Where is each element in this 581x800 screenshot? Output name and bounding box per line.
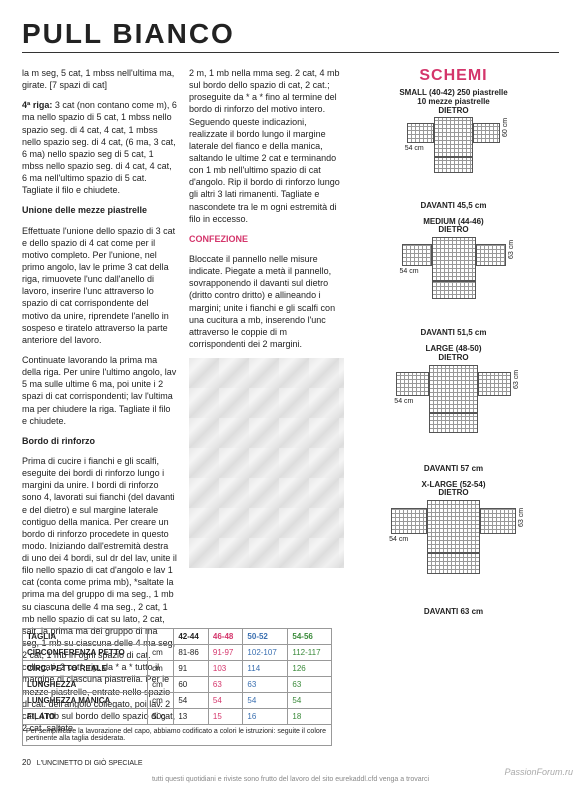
dim-sleeve: 54 cm	[405, 145, 424, 152]
dim-sleeve: 54 cm	[394, 398, 413, 405]
table-cell: cm	[148, 677, 174, 693]
schemi-heading: SCHEMI	[356, 67, 551, 85]
table-cell: CIRCONFERENZA PETTO	[23, 645, 148, 661]
dim-sleeve: 54 cm	[400, 268, 419, 275]
page-footer: 20 L'UNCINETTO DI GIÒ SPECIALE	[22, 758, 559, 767]
table-cell: 102-107	[243, 645, 288, 661]
table-cell: cm	[148, 645, 174, 661]
table-row: FILATO50g13151618	[23, 709, 332, 725]
diagrams-container: SMALL (40-42) 250 piastrelle10 mezze pia…	[356, 85, 551, 616]
diagram-label: SMALL (40-42) 250 piastrelle10 mezze pia…	[399, 89, 507, 115]
subheading: CONFEZIONE	[189, 233, 344, 245]
diagram-davanti: DAVANTI 57 cm	[424, 464, 483, 473]
table-row: LUNGHEZZAcm60636363	[23, 677, 332, 693]
footer-text: L'UNCINETTO DI GIÒ SPECIALE	[37, 760, 143, 767]
table-header-cell: 54-56	[288, 629, 332, 645]
size-table: TAGLIA 42-4446-4850-5254-56 CIRCONFERENZA…	[22, 628, 332, 725]
table-cell: 54	[243, 693, 288, 709]
table-row: CIRCONFERENZA PETTOcm81-8691-97102-10711…	[23, 645, 332, 661]
cross-diagram: 54 cm 63 cm	[371, 500, 536, 604]
table-cell: 114	[243, 661, 288, 677]
table-cell: LUNGHEZZA	[23, 677, 148, 693]
table-body: CIRCONFERENZA PETTOcm81-8691-97102-10711…	[23, 645, 332, 725]
table-cell: 91	[174, 661, 209, 677]
page-title: PULL BIANCO	[22, 18, 559, 53]
subheading: Unione delle mezze piastrelle	[22, 204, 177, 216]
table-cell: 81-86	[174, 645, 209, 661]
diagram-label: MEDIUM (44-46)DIETRO	[423, 218, 483, 236]
diagram-davanti: DAVANTI 45,5 cm	[421, 201, 487, 210]
dim-height: 63 cm	[518, 507, 525, 526]
body-text: Effettuate l'unione dello spazio di 3 ca…	[22, 225, 177, 346]
row-label: 4ª riga:	[22, 100, 52, 110]
cross-diagram: 54 cm 60 cm	[387, 117, 521, 198]
subheading: Bordo di rinforzo	[22, 435, 177, 447]
size-diagram: MEDIUM (44-46)DIETRO 54 cm 63 cm DAVANTI…	[356, 214, 551, 338]
dim-sleeve: 54 cm	[389, 536, 408, 543]
table-cell: 54	[288, 693, 332, 709]
dim-height: 60 cm	[502, 118, 509, 137]
table-cell: 63	[208, 677, 243, 693]
table-header-row: TAGLIA 42-4446-4850-5254-56	[23, 629, 332, 645]
diagram-label: X-LARGE (52-54)DIETRO	[421, 481, 485, 499]
table-cell: 126	[288, 661, 332, 677]
table-header-cell: 42-44	[174, 629, 209, 645]
column-right: SCHEMI SMALL (40-42) 250 piastrelle10 me…	[356, 67, 551, 742]
diagram-label: LARGE (48-50)DIETRO	[425, 345, 481, 363]
page-number: 20	[22, 758, 31, 767]
table-cell: 54	[174, 693, 209, 709]
crochet-sample-image	[189, 358, 344, 568]
table-cell: CIRC. PETTO REALE	[23, 661, 148, 677]
table-cell: 16	[243, 709, 288, 725]
table-cell: 18	[288, 709, 332, 725]
body-text: 3 cat (non contano come m), 6 ma nello s…	[22, 100, 177, 195]
cross-diagram: 54 cm 63 cm	[376, 365, 530, 462]
cross-diagram: 54 cm 63 cm	[382, 237, 526, 326]
body-text: Bloccate il pannello nelle misure indica…	[189, 253, 344, 350]
table-cell: 63	[243, 677, 288, 693]
body-text: 4ª riga: 3 cat (non contano come m), 6 m…	[22, 99, 177, 196]
table-cell: 60	[174, 677, 209, 693]
table-cell: 13	[174, 709, 209, 725]
table-cell: 50g	[148, 709, 174, 725]
table-cell: cm	[148, 661, 174, 677]
table-header-cell	[148, 629, 174, 645]
table-header-cell: 46-48	[208, 629, 243, 645]
dim-height: 63 cm	[513, 370, 520, 389]
table-cell: 91-97	[208, 645, 243, 661]
table-cell: 15	[208, 709, 243, 725]
table-cell: cm	[148, 693, 174, 709]
body-text: Continuate lavorando la prima ma della r…	[22, 354, 177, 427]
table-header-cell: 50-52	[243, 629, 288, 645]
body-text: 2 m, 1 mb nella mma seg. 2 cat, 4 mb sul…	[189, 67, 344, 225]
size-table-container: TAGLIA 42-4446-4850-5254-56 CIRCONFERENZA…	[22, 620, 332, 746]
table-cell: 112-117	[288, 645, 332, 661]
diagram-davanti: DAVANTI 63 cm	[424, 607, 483, 616]
table-header-cell: TAGLIA	[23, 629, 148, 645]
table-row: CIRC. PETTO REALEcm91103114126	[23, 661, 332, 677]
page-container: PULL BIANCO la m seg, 5 cat, 1 mbss nell…	[0, 0, 581, 785]
size-diagram: X-LARGE (52-54)DIETRO 54 cm 63 cm DAVANT…	[356, 477, 551, 616]
table-cell: LUNGHEZZA MANICA	[23, 693, 148, 709]
table-cell: 54	[208, 693, 243, 709]
table-cell: FILATO	[23, 709, 148, 725]
table-caption: Per semplificare la lavorazione del capo…	[22, 725, 332, 746]
dim-height: 63 cm	[508, 240, 515, 259]
disclaimer: tutti questi quotidiani e riviste sono f…	[0, 776, 581, 783]
body-text: la m seg, 5 cat, 1 mbss nell'ultima ma, …	[22, 67, 177, 91]
table-row: LUNGHEZZA MANICAcm54545454	[23, 693, 332, 709]
diagram-davanti: DAVANTI 51,5 cm	[421, 328, 487, 337]
size-diagram: LARGE (48-50)DIETRO 54 cm 63 cm DAVANTI …	[356, 341, 551, 472]
table-cell: 103	[208, 661, 243, 677]
table-cell: 63	[288, 677, 332, 693]
size-diagram: SMALL (40-42) 250 piastrelle10 mezze pia…	[356, 85, 551, 210]
